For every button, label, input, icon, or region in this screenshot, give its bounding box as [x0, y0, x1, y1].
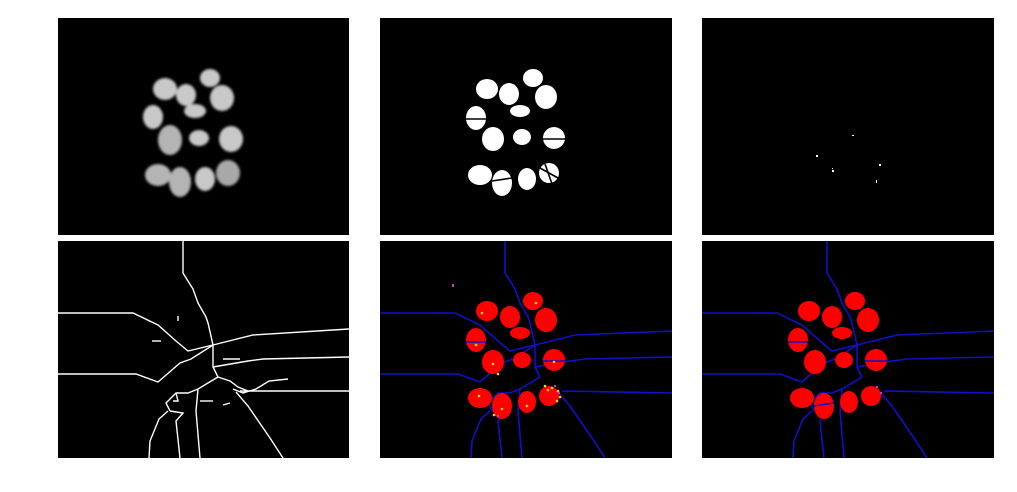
panel-red-nuclei	[702, 241, 994, 458]
nucleus	[189, 130, 209, 146]
panel-boundary-lines	[58, 241, 349, 458]
red-nuclei-markers-image	[380, 241, 672, 458]
blue-boundaries	[380, 241, 672, 458]
boundary-lines	[58, 241, 349, 458]
sparse-points-image	[816, 135, 881, 183]
mask-blob	[543, 127, 565, 149]
binary-mask-image	[466, 69, 566, 196]
panel-red-nuclei-markers	[380, 241, 672, 458]
panel-sparse-points	[702, 18, 994, 235]
nucleus	[219, 126, 243, 152]
nucleus	[216, 160, 240, 186]
nucleus	[145, 164, 171, 186]
magenta-markers	[875, 385, 883, 395]
nucleus	[200, 69, 220, 87]
nucleus	[169, 167, 191, 197]
mask-blob	[535, 85, 557, 109]
mask-blob	[468, 165, 492, 185]
mask-blob	[510, 105, 530, 117]
mask-blob	[518, 168, 536, 190]
mask-blob	[482, 127, 504, 151]
mask-blob	[492, 170, 512, 196]
nucleus	[176, 84, 196, 106]
mask-blob	[523, 69, 543, 87]
panel-binary-mask	[380, 18, 672, 235]
mask-blob	[513, 129, 531, 145]
panel-grayscale-nuclei	[58, 18, 349, 235]
nucleus	[153, 78, 177, 100]
nucleus	[195, 167, 215, 191]
nucleus	[143, 105, 163, 129]
red-nuclei-image	[702, 241, 994, 458]
yellow-markers	[474, 301, 562, 417]
nucleus	[210, 85, 234, 111]
blue-cuts	[788, 341, 888, 407]
nuclei-group	[143, 69, 243, 197]
magenta-markers	[452, 284, 561, 418]
mask-blob	[466, 106, 486, 130]
red-nuclei	[788, 292, 887, 419]
blue-boundaries	[702, 241, 994, 458]
mask-group	[466, 69, 565, 196]
points-group	[816, 135, 881, 183]
mask-blob	[499, 83, 519, 105]
mask-cuts	[466, 118, 566, 185]
red-nuclei	[466, 292, 565, 419]
boundary-lines-image	[58, 241, 349, 458]
nucleus	[184, 104, 206, 118]
mask-blob	[476, 79, 498, 99]
nucleus	[158, 125, 182, 155]
grayscale-nuclei-image	[143, 69, 243, 197]
